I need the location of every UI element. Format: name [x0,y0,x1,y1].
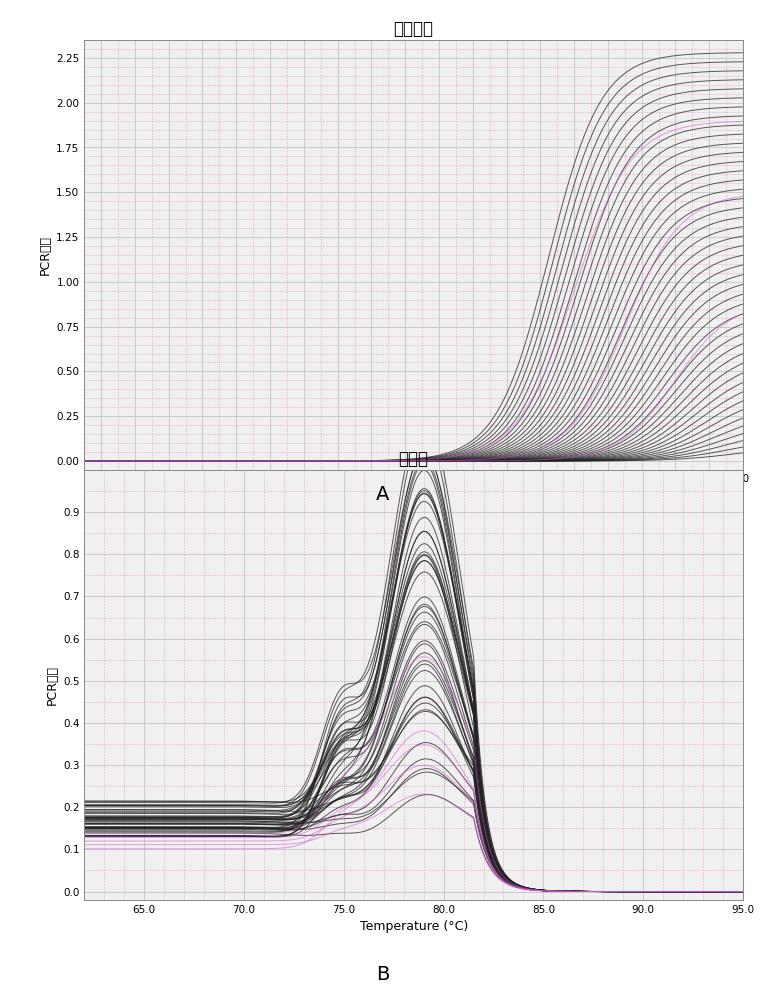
X-axis label: Temperature (°C): Temperature (°C) [359,920,468,933]
Title: 扩增曲线: 扩增曲线 [394,20,434,38]
Y-axis label: PCR产物: PCR产物 [46,665,59,705]
Text: 循环数: 循环数 [721,494,743,507]
Y-axis label: PCR产物: PCR产物 [39,235,52,275]
Title: 溶解峰: 溶解峰 [398,450,429,468]
Text: B: B [376,966,390,984]
Text: A: A [376,486,390,504]
